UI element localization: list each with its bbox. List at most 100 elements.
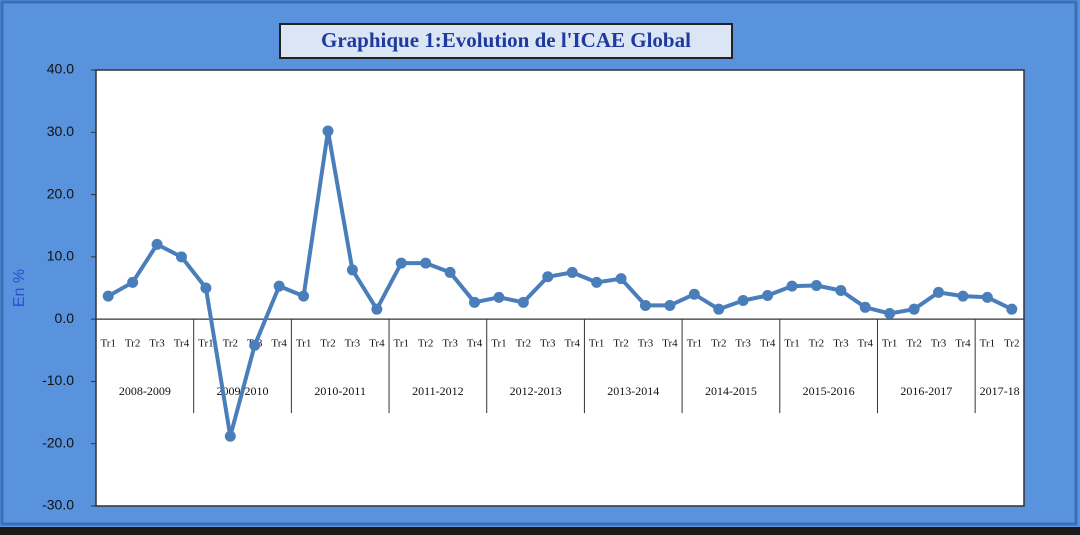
x-tick-label: Tr4 (662, 338, 678, 350)
data-point (224, 430, 236, 442)
x-tick-label: Tr3 (149, 338, 165, 350)
y-axis-label: En % (11, 269, 28, 307)
data-point (639, 299, 651, 311)
plot-area (95, 69, 1025, 507)
x-group-label: 2011-2012 (412, 384, 464, 398)
x-tick-label: Tr2 (320, 338, 336, 350)
data-point (102, 290, 114, 302)
x-group-label: 2016-2017 (900, 384, 952, 398)
data-point (298, 290, 310, 302)
data-point (322, 125, 334, 137)
data-point (957, 290, 969, 302)
data-point (664, 299, 676, 311)
data-point (517, 296, 529, 308)
data-point (444, 266, 456, 278)
data-point (469, 296, 481, 308)
x-group-label: 2017-18 (980, 384, 1020, 398)
data-point (200, 282, 212, 294)
x-tick-label: Tr4 (760, 338, 776, 350)
x-tick-label: Tr1 (491, 338, 507, 350)
x-group-label: 2012-2013 (510, 384, 562, 398)
x-tick-label: Tr1 (100, 338, 116, 350)
data-point (762, 289, 774, 301)
data-point (151, 238, 163, 250)
data-point (273, 280, 285, 292)
data-point (249, 339, 261, 351)
y-tick-label: 40.0 (47, 61, 74, 77)
y-tick-label: -10.0 (42, 372, 74, 388)
x-tick-label: Tr4 (955, 338, 971, 350)
x-tick-label: Tr3 (442, 338, 458, 350)
x-tick-label: Tr3 (735, 338, 751, 350)
x-tick-label: Tr3 (931, 338, 947, 350)
x-group-label: 2010-2011 (314, 384, 366, 398)
data-point (566, 266, 578, 278)
data-point (493, 291, 505, 303)
x-group-label: 2008-2009 (119, 384, 171, 398)
data-point (835, 284, 847, 296)
x-tick-label: Tr1 (198, 338, 214, 350)
y-tick-label: -20.0 (42, 434, 74, 450)
data-point (713, 303, 725, 315)
x-tick-label: Tr4 (369, 338, 385, 350)
data-point (542, 271, 554, 283)
x-tick-label: Tr2 (809, 338, 825, 350)
x-tick-label: Tr1 (784, 338, 800, 350)
data-point (933, 286, 945, 298)
x-tick-label: Tr4 (564, 338, 580, 350)
data-point (884, 308, 896, 320)
x-tick-label: Tr3 (540, 338, 556, 350)
y-tick-label: 20.0 (47, 185, 74, 201)
data-point (737, 294, 749, 306)
x-tick-label: Tr4 (858, 338, 874, 350)
data-point (346, 264, 358, 276)
x-group-label: 2013-2014 (607, 384, 659, 398)
bottom-band (0, 527, 1080, 535)
data-point (1006, 303, 1018, 315)
x-tick-label: Tr2 (125, 338, 141, 350)
x-tick-label: Tr1 (882, 338, 898, 350)
data-point (395, 257, 407, 269)
x-tick-label: Tr1 (687, 338, 703, 350)
y-tick-label: -30.0 (42, 497, 74, 513)
x-tick-label: Tr2 (418, 338, 434, 350)
data-point (981, 291, 993, 303)
data-point (127, 276, 139, 288)
title-box (279, 23, 733, 59)
data-point (371, 303, 383, 315)
x-tick-label: Tr1 (589, 338, 605, 350)
x-tick-label: Tr2 (906, 338, 922, 350)
x-tick-label: Tr4 (174, 338, 190, 350)
data-point (688, 288, 700, 300)
data-point (810, 280, 822, 292)
x-tick-label: Tr3 (833, 338, 849, 350)
x-tick-label: Tr4 (271, 338, 287, 350)
y-tick-label: 10.0 (47, 248, 74, 264)
x-tick-label: Tr2 (516, 338, 532, 350)
x-tick-label: Tr3 (345, 338, 361, 350)
data-point (591, 276, 603, 288)
x-tick-label: Tr2 (1004, 338, 1020, 350)
x-tick-label: Tr1 (394, 338, 410, 350)
x-tick-label: Tr2 (711, 338, 727, 350)
x-tick-label: Tr4 (467, 338, 483, 350)
data-point (175, 251, 187, 263)
x-group-label: 2015-2016 (803, 384, 855, 398)
y-tick-label: 30.0 (47, 123, 74, 139)
data-point (859, 301, 871, 313)
x-group-label: 2014-2015 (705, 384, 757, 398)
chart-title: Graphique 1:Evolution de l'ICAE Global (321, 28, 691, 52)
data-point (908, 303, 920, 315)
y-tick-label: 0.0 (55, 310, 75, 326)
x-tick-label: Tr3 (638, 338, 654, 350)
x-tick-label: Tr2 (613, 338, 629, 350)
x-tick-label: Tr2 (223, 338, 239, 350)
data-point (420, 257, 432, 269)
data-point (786, 280, 798, 292)
x-tick-label: Tr1 (296, 338, 312, 350)
x-tick-label: Tr1 (980, 338, 996, 350)
data-point (615, 273, 627, 285)
